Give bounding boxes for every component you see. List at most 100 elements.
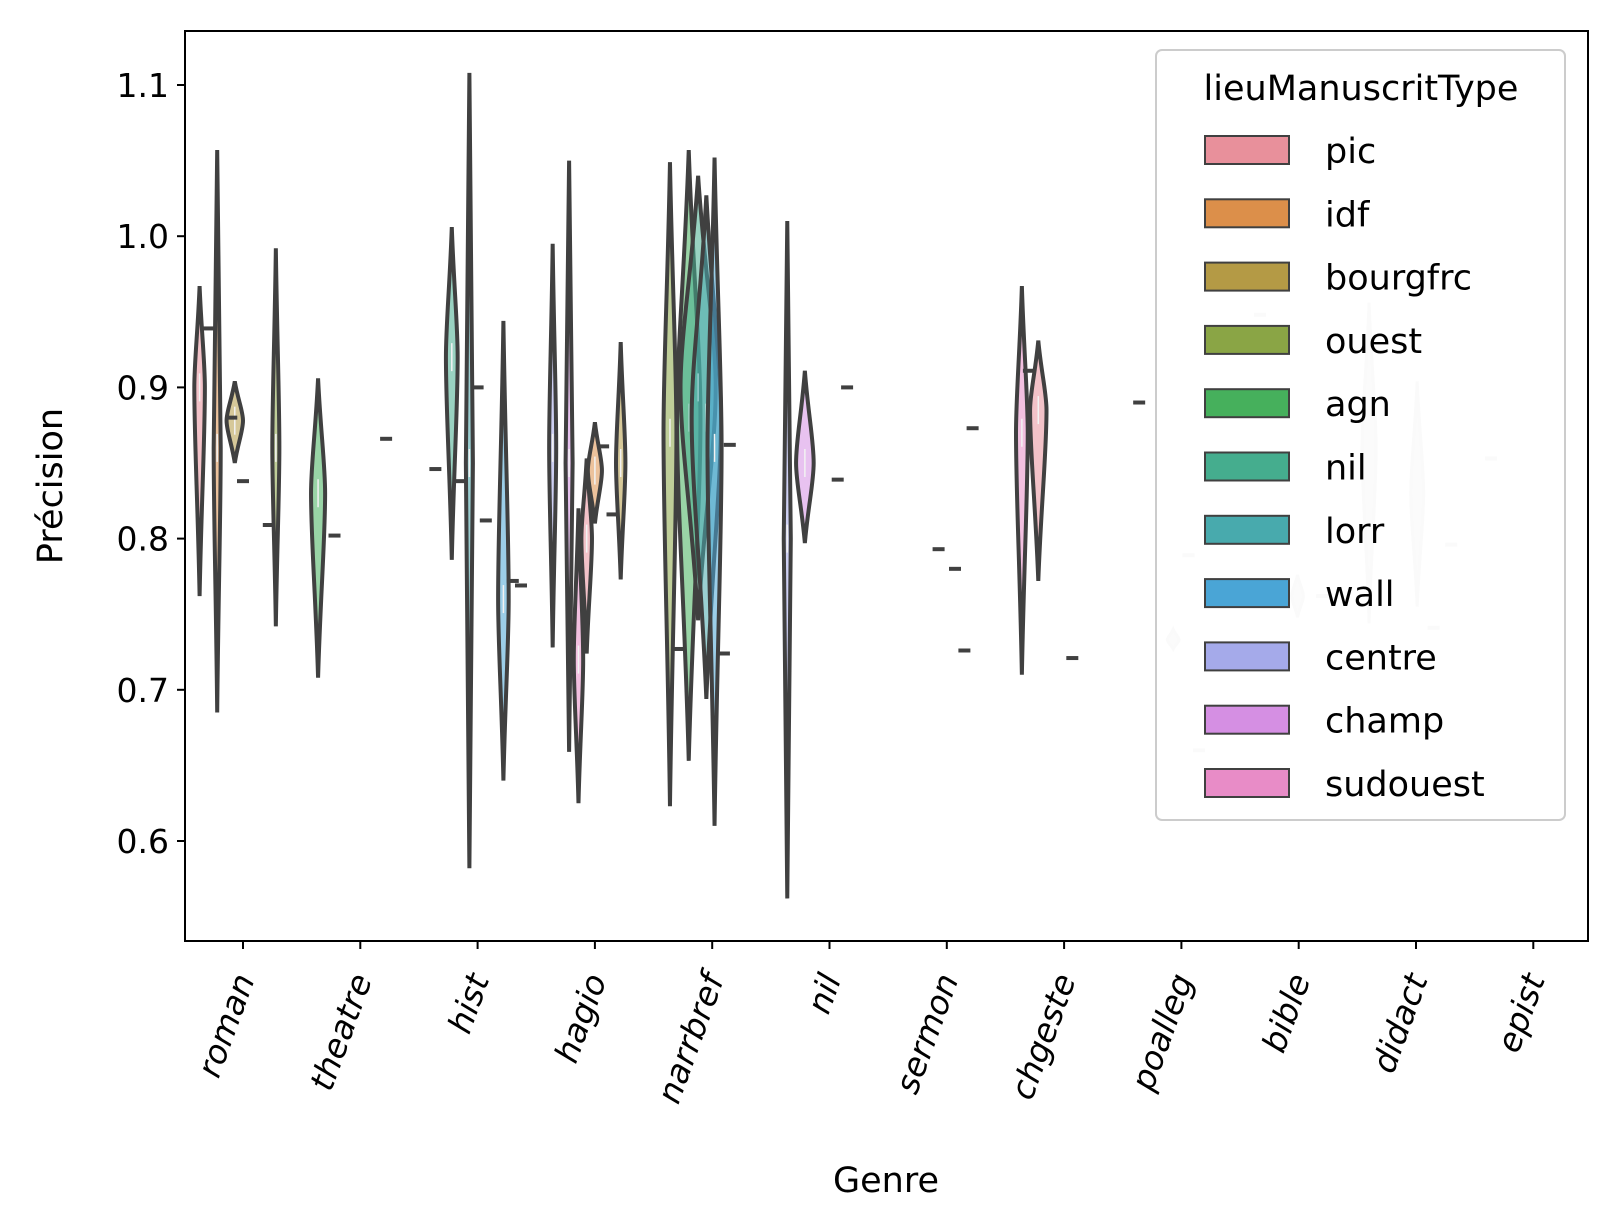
- y-axis: 0.6 0.7 0.8 0.9 1.0 1.1: [117, 66, 185, 861]
- legend-entry-pic: pic: [1204, 132, 1376, 172]
- y-tick-0.9: 0.9: [117, 368, 185, 407]
- x-tick-nil: nil: [799, 941, 849, 1019]
- category-label: poalleg: [1123, 968, 1201, 1096]
- point-layer: [201, 326, 1146, 661]
- y-tick-label: 0.7: [117, 671, 169, 710]
- legend-swatch: [1204, 388, 1290, 419]
- category-label: sermon: [887, 968, 966, 1098]
- y-tick-label: 0.6: [117, 822, 169, 861]
- legend-entry-idf: idf: [1204, 195, 1370, 235]
- violin-roman-2: [224, 381, 246, 464]
- legend-swatch: [1204, 261, 1290, 292]
- legend-swatch: [1204, 768, 1290, 798]
- y-axis-title: Précision: [31, 408, 71, 564]
- legend-entry-champ: champ: [1204, 702, 1444, 742]
- legend-entry-wall: wall: [1204, 575, 1395, 615]
- legend: lieuManuscritType pic idf bourgfrc ouest agn…: [1155, 49, 1566, 821]
- violin-nil-19: [781, 221, 793, 899]
- violin-roman-1: [211, 149, 223, 713]
- violin-narrbref-18: [705, 157, 724, 826]
- x-tick-bible: bible: [1254, 941, 1318, 1057]
- x-tick-chgeste: chgeste: [1002, 941, 1084, 1105]
- violin-hagio-9: [563, 160, 575, 752]
- legend-entry-bourgfrc: bourgfrc: [1204, 259, 1472, 299]
- legend-label: lorr: [1325, 512, 1385, 552]
- x-axis: roman theatre hist hagio narrbref nil sermon ch…: [189, 941, 1553, 1108]
- plot-frame: [184, 30, 1589, 942]
- violin-chgeste-22: [1028, 340, 1049, 582]
- y-tick-label: 0.9: [117, 368, 169, 407]
- y-tick-0.8: 0.8: [117, 520, 185, 559]
- legend-label: nil: [1325, 449, 1367, 489]
- violin-hist-5: [443, 227, 460, 560]
- category-label: didact: [1364, 967, 1436, 1078]
- x-tick-hagio: hagio: [546, 941, 614, 1068]
- x-tick-sermon: sermon: [887, 941, 966, 1099]
- x-axis-title: Genre: [833, 1161, 939, 1201]
- violin-hagio-10: [571, 508, 586, 804]
- legend-entry-ouest: ouest: [1204, 322, 1422, 362]
- x-tick-epist: epist: [1489, 941, 1554, 1057]
- x-tick-theatre: theatre: [302, 941, 380, 1096]
- violin-hist-6: [463, 72, 475, 869]
- legend-swatch: [1204, 704, 1290, 735]
- legend-label: bourgfrc: [1325, 259, 1472, 299]
- legend-label: sudouest: [1325, 765, 1485, 805]
- category-label: epist: [1489, 967, 1554, 1057]
- category-label: narrbref: [649, 964, 733, 1108]
- legend-entry-agn: agn: [1204, 385, 1391, 425]
- violin-hagio-11: [579, 458, 594, 654]
- x-tick-hist: hist: [440, 941, 498, 1038]
- violin-roman-3: [270, 248, 282, 627]
- category-label: hist: [440, 967, 498, 1038]
- legend-label: wall: [1325, 575, 1395, 615]
- legend-swatch: [1204, 324, 1290, 355]
- violin-roman-0: [192, 286, 207, 597]
- x-tick-didact: didact: [1364, 941, 1436, 1078]
- violin-theatre-4: [309, 378, 328, 678]
- category-label: hagio: [546, 968, 614, 1067]
- violin-layer: [192, 72, 1049, 899]
- legend-swatch: [1204, 135, 1290, 165]
- category-label: theatre: [302, 968, 380, 1095]
- x-tick-narrbref: narrbref: [649, 941, 733, 1108]
- y-tick-1.1: 1.1: [117, 66, 185, 105]
- legend-label: centre: [1325, 638, 1437, 678]
- legend-label: pic: [1325, 132, 1376, 172]
- violin-hagio-8: [547, 243, 559, 648]
- legend-label: champ: [1325, 702, 1444, 742]
- violin-chgeste-21: [1014, 286, 1030, 675]
- violin-nil-20: [794, 370, 816, 544]
- y-tick-label: 1.0: [117, 217, 169, 256]
- violin-hagio-13: [614, 341, 628, 580]
- legend-swatch: [1204, 198, 1290, 229]
- x-tick-poalleg: poalleg: [1123, 941, 1201, 1096]
- legend-entry-sudouest: sudouest: [1204, 765, 1485, 805]
- y-tick-0.7: 0.7: [117, 671, 185, 710]
- category-label: bible: [1254, 968, 1318, 1057]
- y-tick-1.0: 1.0: [117, 217, 185, 256]
- legend-entries: pic idf bourgfrc ouest agn nil lorr wall centre c…: [1204, 132, 1485, 805]
- legend-entry-nil: nil: [1204, 449, 1367, 489]
- legend-label: idf: [1325, 195, 1370, 235]
- category-label: roman: [189, 968, 262, 1082]
- x-tick-roman: roman: [189, 941, 263, 1082]
- violin-hist-7: [496, 320, 511, 781]
- legend-swatch: [1204, 451, 1290, 482]
- y-tick-label: 1.1: [117, 66, 169, 105]
- violin-narrbref-14: [661, 162, 679, 807]
- legend-swatch: [1204, 514, 1290, 545]
- y-tick-0.6: 0.6: [117, 822, 185, 861]
- legend-title: lieuManuscritType: [1204, 69, 1519, 109]
- legend-entry-lorr: lorr: [1204, 512, 1385, 552]
- y-tick-label: 0.8: [117, 520, 169, 559]
- legend-entry-centre: centre: [1204, 638, 1437, 678]
- legend-label: ouest: [1325, 322, 1422, 362]
- category-label: nil: [799, 968, 849, 1018]
- legend-label: agn: [1325, 385, 1391, 425]
- legend-swatch: [1204, 641, 1290, 672]
- category-label: chgeste: [1002, 968, 1083, 1104]
- legend-box: [1155, 49, 1566, 821]
- legend-swatch: [1204, 578, 1290, 609]
